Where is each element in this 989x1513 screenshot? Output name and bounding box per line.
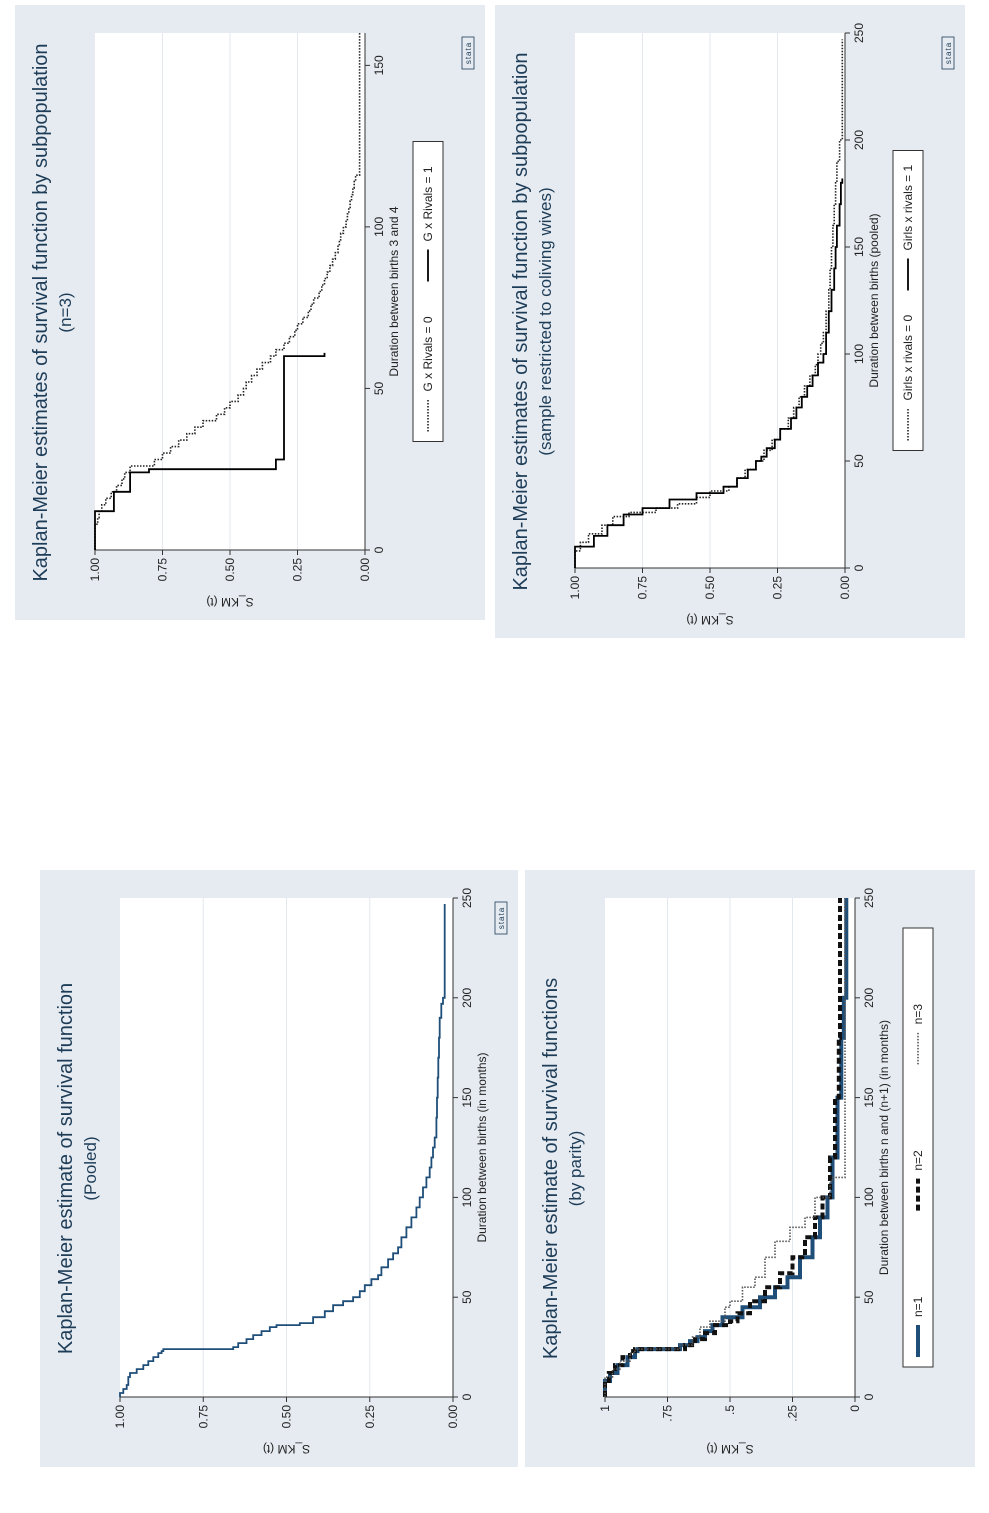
y-tick-label: 1.00 [113, 1405, 127, 1429]
rivals-km-chart: Kaplan-Meier estimates of survival funct… [30, 33, 475, 609]
series-line-1 [574, 39, 844, 568]
chart-subtitle: (by parity) [566, 1131, 585, 1207]
x-tick-label: 0 [372, 546, 386, 553]
chart-subtitle: (n=3) [56, 292, 75, 332]
y-tick-label: 0.00 [838, 576, 852, 600]
legend-box [892, 150, 924, 451]
y-tick-label: 1.00 [568, 576, 582, 600]
y-axis-label: S_KM (t) [206, 595, 253, 609]
y-tick-label: 0.50 [280, 1405, 294, 1429]
x-tick-label: 100 [852, 344, 866, 364]
stata-logo-text: stata [497, 907, 506, 929]
chart-title: Kaplan-Meier estimates of survival funct… [510, 52, 532, 590]
legend-label: G x Rivals = 1 [421, 166, 435, 241]
y-tick-label: 0.50 [703, 576, 717, 600]
stata-logo [494, 901, 508, 935]
legend-label: G x Rivals = 0 [421, 316, 435, 391]
x-tick-label: 250 [862, 888, 876, 908]
x-tick-label: 250 [852, 23, 866, 43]
x-axis-label: Duration between births 3 and 4 [387, 206, 401, 376]
y-tick-label: 0 [848, 1405, 862, 1412]
series-line-1 [119, 904, 446, 1397]
series-line-2 [603, 898, 842, 1397]
y-tick-label: 0.25 [771, 576, 785, 600]
y-tick-label: 0.75 [636, 576, 650, 600]
y-tick-label: 0.75 [156, 558, 170, 582]
chart-subtitle: (sample restricted to coliving wives) [536, 187, 555, 455]
x-tick-label: 200 [460, 987, 474, 1007]
stata-logo [941, 36, 955, 70]
x-tick-label: 50 [852, 454, 866, 468]
chart-title: Kaplan-Meier estimate of survival functi… [540, 978, 562, 1359]
y-tick-label: 0.50 [223, 558, 237, 582]
x-tick-label: 150 [862, 1087, 876, 1107]
y-tick-label: 1 [598, 1405, 612, 1412]
x-tick-label: 150 [852, 237, 866, 257]
chart-title: Kaplan-Meier estimate of survival functi… [55, 983, 77, 1354]
series-line-2 [94, 352, 326, 550]
legend-box [902, 927, 934, 1368]
x-tick-label: 250 [460, 888, 474, 908]
stata-logo [461, 36, 475, 70]
x-tick-label: 50 [460, 1290, 474, 1304]
chart-title: Kaplan-Meier estimates of survival funct… [30, 43, 52, 581]
x-tick-label: 200 [852, 130, 866, 150]
x-axis-label: Duration between births n and (n+1) (in … [877, 1020, 891, 1275]
legend-box [412, 141, 444, 442]
x-axis-label: Duration between births (pooled) [867, 213, 881, 387]
x-tick-label: 200 [862, 987, 876, 1007]
y-axis-label: S_KM (t) [706, 1442, 753, 1456]
chart-subtitle: (Pooled) [81, 1136, 100, 1200]
series-line-1 [94, 33, 361, 550]
x-tick-label: 150 [372, 55, 386, 75]
series-line-3 [604, 898, 846, 1397]
legend-label: n=1 [911, 1296, 925, 1317]
y-tick-label: .5 [723, 1405, 737, 1415]
legend-label: Girls x rivals = 0 [901, 314, 915, 400]
y-tick-label: 0.25 [363, 1405, 377, 1429]
x-tick-label: 50 [372, 381, 386, 395]
legend-label: n=2 [911, 1150, 925, 1171]
parity-km-chart: Kaplan-Meier estimate of survival functi… [540, 888, 934, 1456]
x-tick-label: 100 [460, 1187, 474, 1207]
y-tick-label: 0.00 [446, 1405, 460, 1429]
x-tick-label: 0 [460, 1393, 474, 1400]
y-tick-label: 0.75 [196, 1405, 210, 1429]
rivals-km-chart-panel: Kaplan-Meier estimates of survival funct… [15, 5, 485, 620]
y-tick-label: 1.00 [88, 558, 102, 582]
x-tick-label: 100 [862, 1187, 876, 1207]
x-tick-label: 0 [852, 564, 866, 571]
cowives-km-chart: Kaplan-Meier estimates of survival funct… [510, 23, 955, 627]
legend-label: Girls x rivals = 1 [901, 164, 915, 250]
series-line-2 [574, 178, 844, 568]
x-axis-label: Duration between births (in months) [475, 1052, 489, 1242]
y-tick-label: .75 [661, 1405, 675, 1422]
stata-logo-text: stata [464, 42, 473, 64]
x-tick-label: 100 [372, 217, 386, 237]
x-tick-label: 0 [862, 1393, 876, 1400]
y-tick-label: 0.00 [358, 558, 372, 582]
y-tick-label: .25 [786, 1405, 800, 1422]
y-tick-label: 0.25 [291, 558, 305, 582]
pooled-km-chart: Kaplan-Meier estimate of survival functi… [55, 888, 508, 1456]
stata-logo-text: stata [944, 42, 953, 64]
parity-km-chart-panel: Kaplan-Meier estimate of survival functi… [525, 870, 975, 1467]
pooled-km-chart-panel: Kaplan-Meier estimate of survival functi… [40, 870, 518, 1467]
y-axis-label: S_KM (t) [686, 613, 733, 627]
x-tick-label: 150 [460, 1087, 474, 1107]
y-axis-label: S_KM (t) [263, 1442, 310, 1456]
cowives-km-chart-panel: Kaplan-Meier estimates of survival funct… [495, 5, 965, 638]
legend-label: n=3 [911, 1004, 925, 1025]
x-tick-label: 50 [862, 1290, 876, 1304]
